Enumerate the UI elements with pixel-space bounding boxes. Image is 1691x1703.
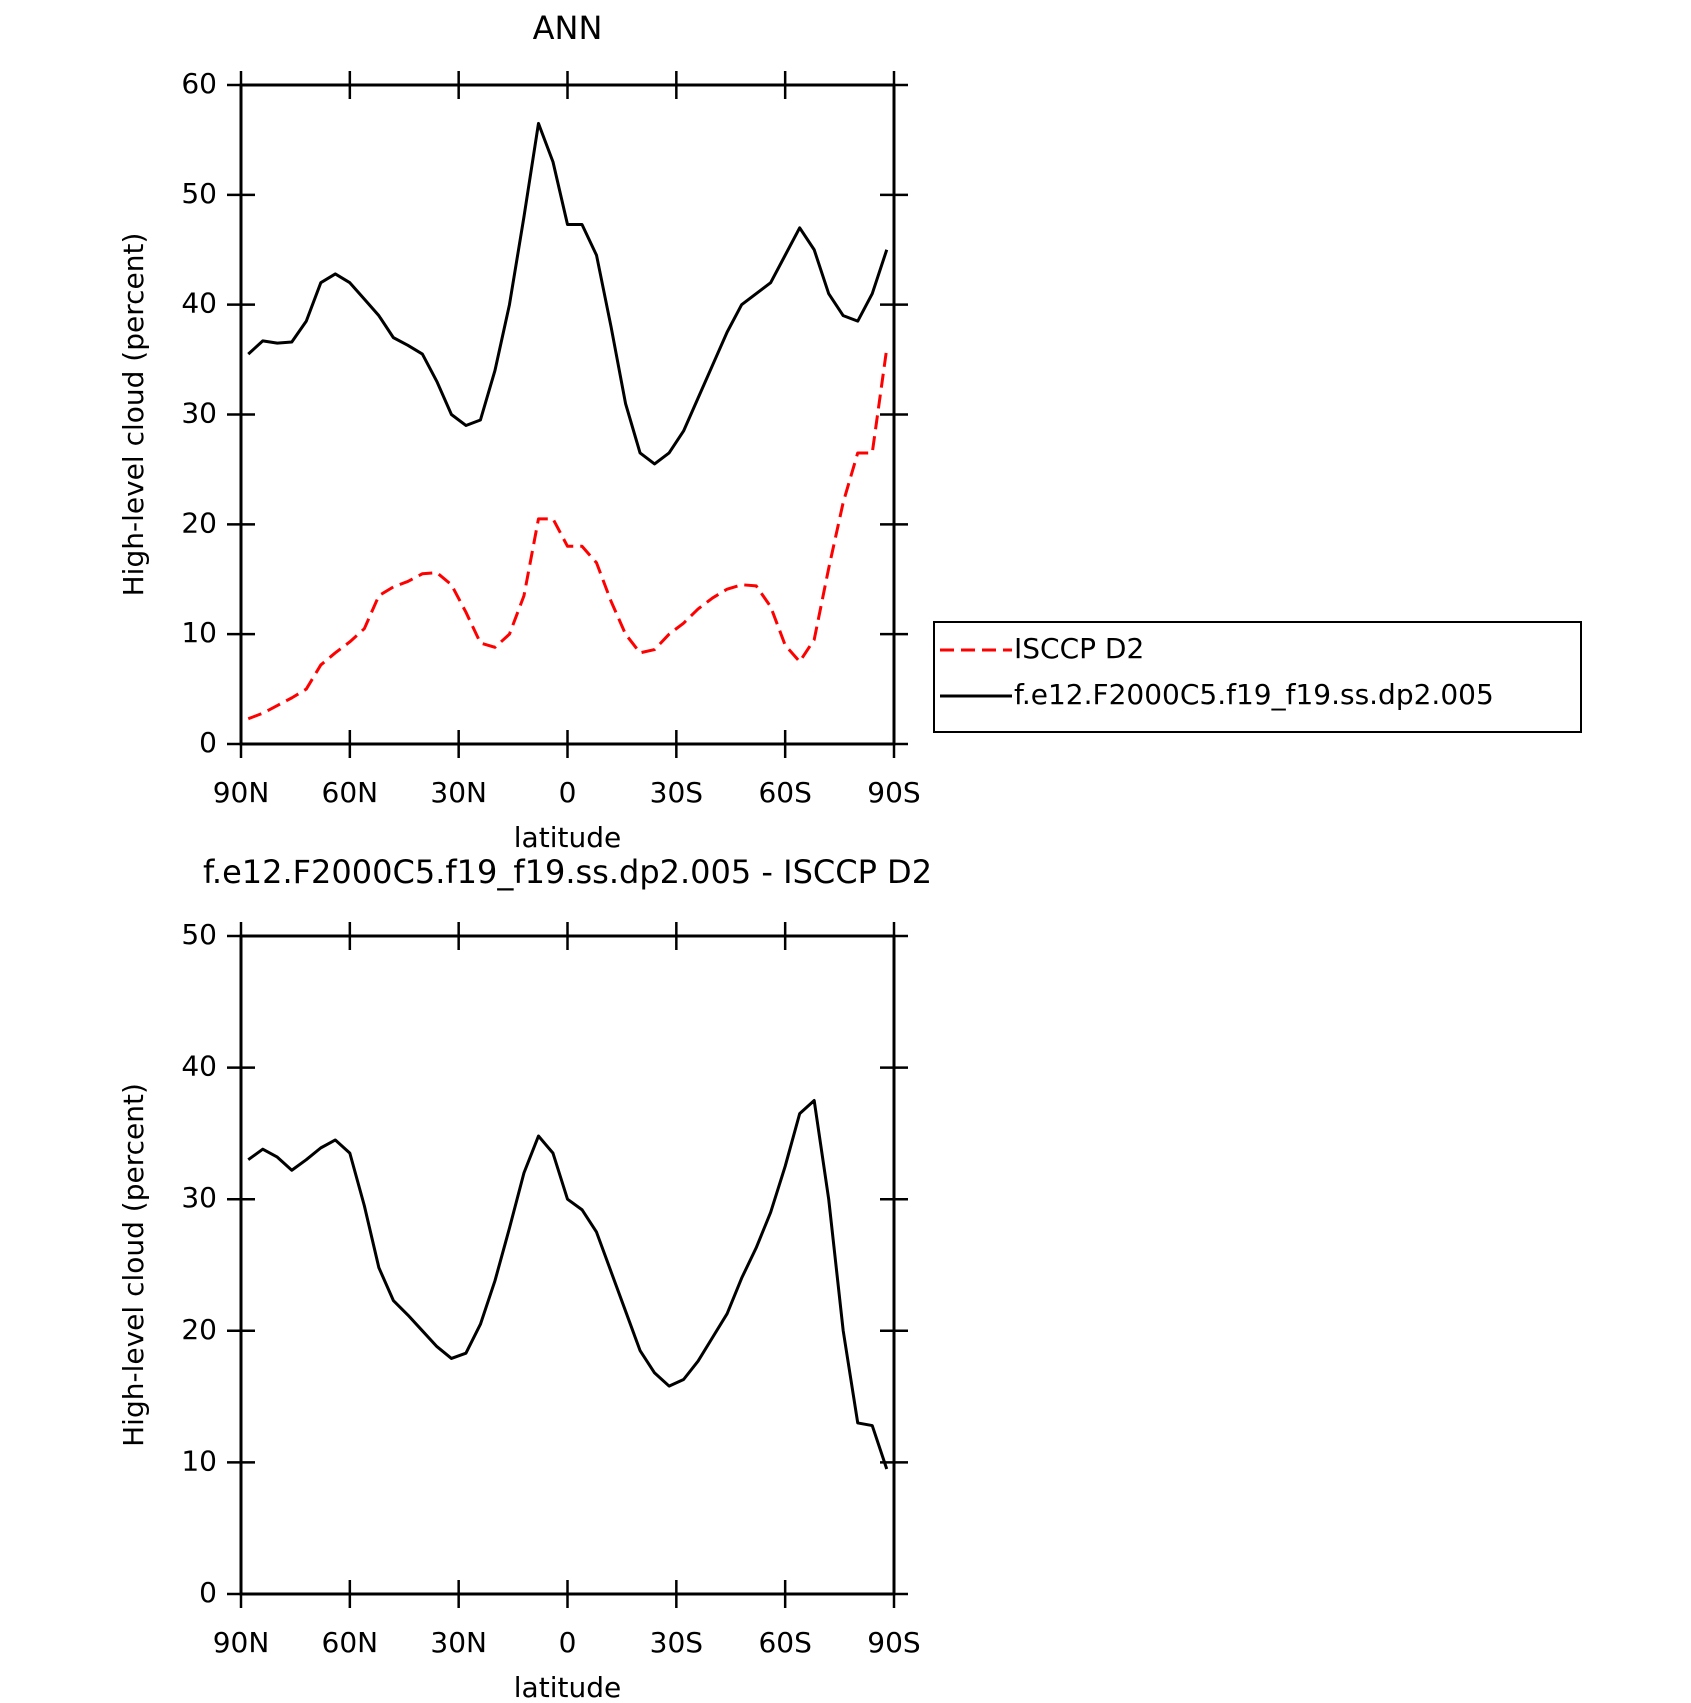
chart-title: ANN [533,9,603,47]
y-axis-label: High-level cloud (percent) [117,1083,150,1447]
y-tick-label: 30 [181,1181,217,1214]
x-tick-label: 60N [322,1626,379,1659]
x-tick-label: 90S [867,1626,920,1659]
y-tick-label: 10 [181,616,217,649]
x-tick-label: 0 [559,1626,577,1659]
data-line [247,348,889,721]
legend-label: ISCCP D2 [1014,632,1144,665]
data-line [247,1099,889,1470]
plot-frame [239,83,896,746]
x-tick-label: 0 [559,776,577,809]
plot-frame [239,934,896,1596]
x-axis-label: latitude [514,821,621,854]
y-tick-label: 20 [181,506,217,539]
y-tick-label: 10 [181,1444,217,1477]
x-tick-label: 90N [213,776,270,809]
y-tick-label: 50 [181,177,217,210]
x-tick-label: 30N [430,776,487,809]
y-tick-label: 20 [181,1313,217,1346]
data-line [247,121,889,466]
legend-label: f.e12.F2000C5.f19_f19.ss.dp2.005 [1014,678,1494,711]
x-axis-label: latitude [514,1671,621,1703]
y-axis-label: High-level cloud (percent) [117,233,150,597]
x-tick-label: 30S [650,776,703,809]
x-tick-label: 30N [430,1626,487,1659]
y-tick-label: 0 [199,1576,217,1609]
x-tick-label: 90S [867,776,920,809]
x-tick-label: 90N [213,1626,270,1659]
chart-title: f.e12.F2000C5.f19_f19.ss.dp2.005 - ISCCP… [203,853,932,891]
x-tick-label: 60N [322,776,379,809]
y-tick-label: 30 [181,397,217,430]
y-tick-label: 40 [181,1050,217,1083]
x-tick-label: 60S [758,776,811,809]
y-tick-label: 0 [199,726,217,759]
y-tick-label: 50 [181,918,217,951]
legend-box [933,621,1582,733]
y-tick-label: 60 [181,67,217,100]
y-tick-label: 40 [181,287,217,320]
x-tick-label: 60S [758,1626,811,1659]
x-tick-label: 30S [650,1626,703,1659]
